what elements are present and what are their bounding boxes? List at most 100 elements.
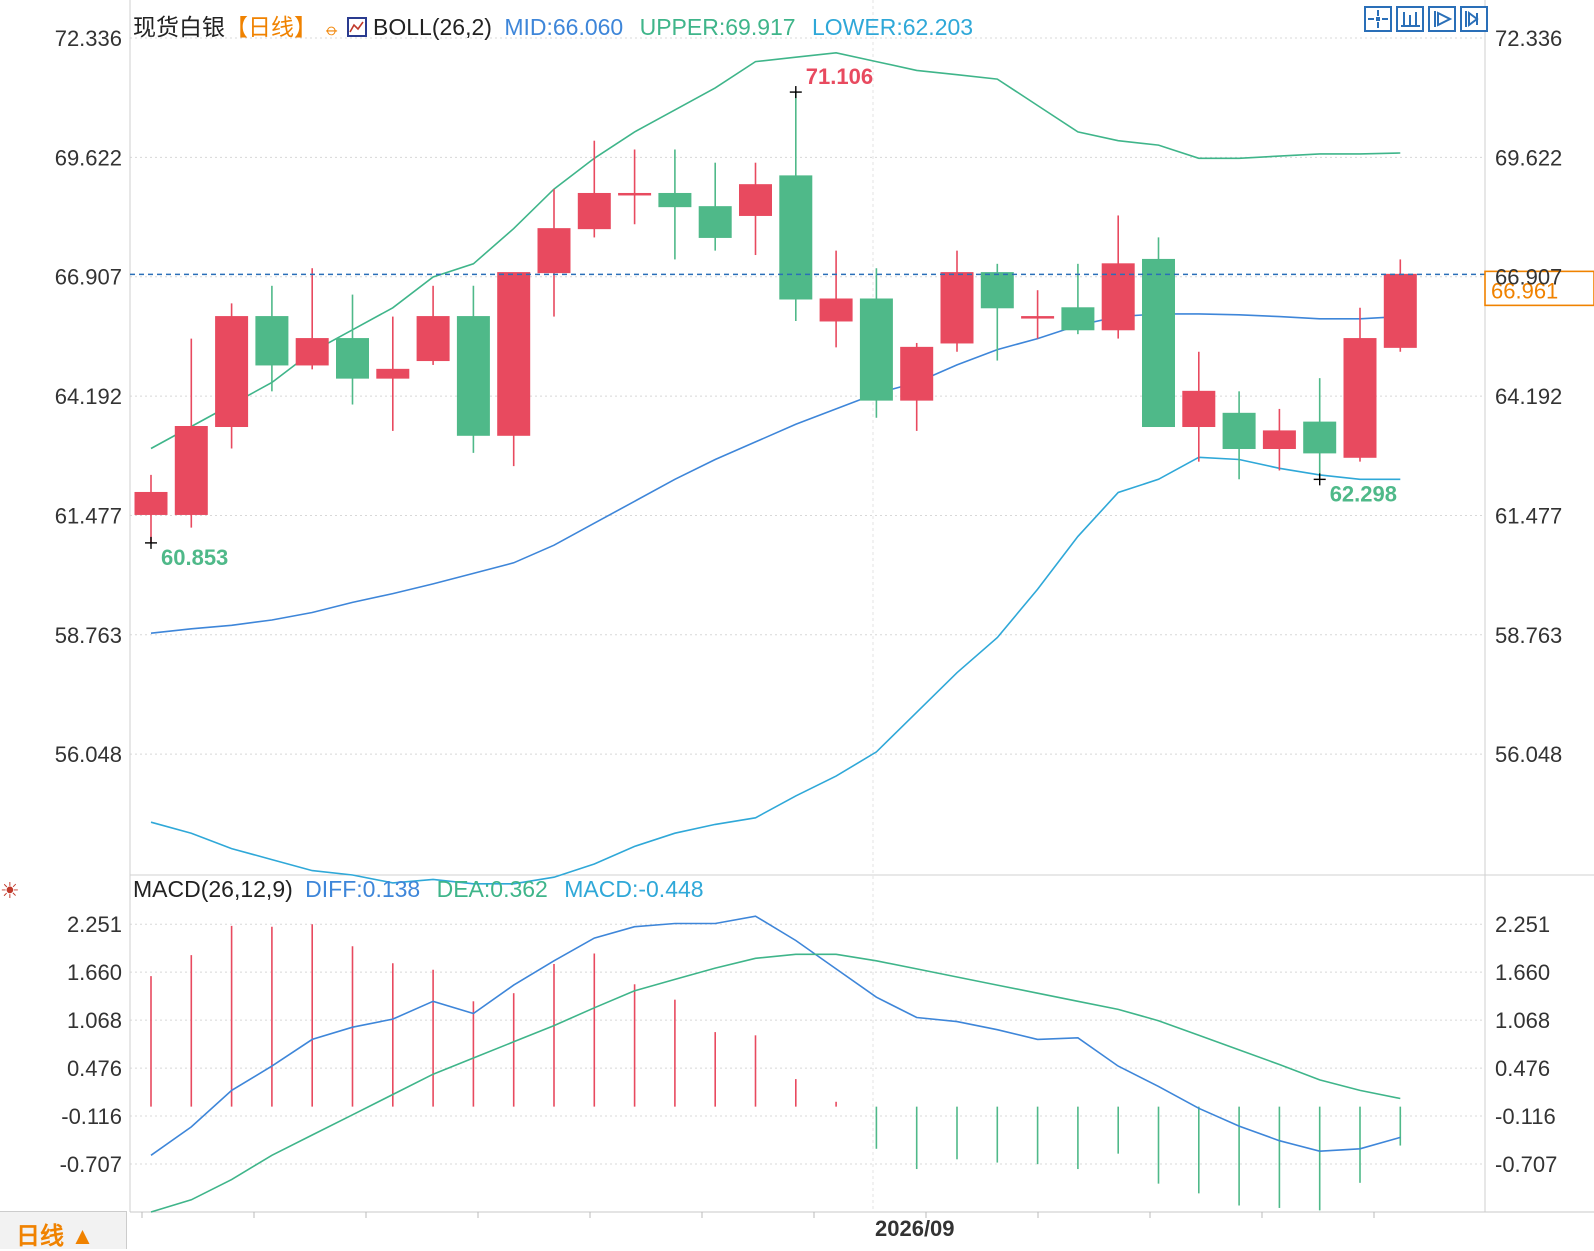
candle [819,250,853,348]
candle-body [255,316,289,366]
candle [537,189,571,317]
price-tick-left: 66.907 [55,265,122,290]
macd-tick-right: 1.068 [1495,1008,1550,1033]
candle [1101,215,1135,339]
boll-mid-value: MID:66.060 [504,14,624,40]
price-annotations: 66.961 71.106 60.853 62.298 [130,64,1594,570]
price-tick-left: 72.336 [55,26,122,51]
candle-body [537,228,571,274]
candle-body [1303,421,1337,454]
candle [1182,351,1216,462]
target-circle-icon[interactable]: ⦵ [323,18,341,40]
macd-dea-line [150,953,1401,1213]
boll-mid-line [150,313,1401,634]
bars-icon[interactable] [1396,6,1424,32]
play-icon[interactable] [1428,6,1456,32]
candle [295,268,329,370]
candle [1021,290,1055,339]
candle-body [1383,273,1417,348]
price-tick-left: 69.622 [55,145,122,170]
boll-indicator-label: BOLL(26,2) [373,14,492,40]
period-button-label: 日线 ▲ [16,1223,95,1250]
macd-header: MACD(26,12,9) DIFF:0.138 DEA:0.362 MACD:… [133,876,704,903]
candle [1343,307,1377,462]
candle-body [1222,412,1256,449]
price-tick-right: 56.048 [1495,742,1562,767]
boll-upper-value: UPPER:69.917 [639,14,796,40]
boll-bands [150,51,1401,885]
chart-frame [129,0,1594,1218]
candle-body [1262,430,1296,449]
candle-body [859,298,893,401]
current-price-label: 66.961 [1491,278,1558,303]
macd-tick-right: -0.116 [1495,1104,1556,1129]
price-tick-left: 58.763 [55,623,122,648]
current-price-box [1484,270,1594,307]
candle-body [739,184,772,216]
macd-tick-right: -0.707 [1495,1152,1557,1177]
candle [134,474,168,543]
candle [1222,391,1256,480]
gear-icon[interactable]: ☀ [0,878,20,903]
candle-body [336,338,369,379]
candle-body [1061,307,1095,331]
price-tick-right: 72.336 [1495,26,1562,51]
macd-tick-left: 1.660 [67,960,122,985]
macd-tick-left: -0.707 [60,1152,122,1177]
candle-body [174,426,208,515]
candle-body [1182,390,1216,428]
candle-body [295,338,329,366]
macd-tick-left: 1.068 [67,1008,122,1033]
boll-chart-icon[interactable] [346,17,367,37]
candle [577,140,611,238]
candle [174,338,208,528]
macd-tick-left: 0.476 [67,1056,122,1081]
candle [1262,408,1296,471]
candle-body [1101,263,1135,331]
grid-lines [130,0,1485,1212]
candle [336,294,369,405]
price-tick-left: 64.192 [55,384,122,409]
boll-lower-line [150,456,1401,885]
crosshair-icon[interactable] [1364,6,1392,32]
candles [134,92,1417,543]
candle [1383,259,1417,352]
fast-forward-icon[interactable] [1460,6,1488,32]
candle [618,149,652,225]
macd-value: MACD:-0.448 [564,876,704,902]
candle-body [618,192,652,196]
candle-body [134,491,168,515]
candle [497,272,531,467]
candle-body [497,272,531,436]
macd-diff-line [150,915,1401,1156]
period-tag[interactable]: 【日线】 [225,14,317,40]
high-price-label: 71.106 [806,64,873,89]
candle-body [376,368,410,379]
boll-lower-value: LOWER:62.203 [811,14,974,40]
candle [1142,237,1175,428]
period-button[interactable]: 日线 ▲ [0,1211,127,1250]
price-tick-left: 61.477 [55,503,122,528]
candle-body [900,346,934,401]
candle [739,162,772,256]
boll-upper-line [150,51,1401,450]
candle [779,92,813,321]
price-tick-right: 58.763 [1495,623,1562,648]
candle-body [819,298,853,322]
price-tick-left: 56.048 [55,742,122,767]
candle [376,316,410,431]
candle-body [416,316,450,362]
low-price-label: 62.298 [1330,481,1397,506]
macd-tick-right: 2.251 [1495,912,1550,937]
y-axis-labels: 72.336 72.336 69.622 69.622 66.907 66.907 64.1… [55,26,1563,1177]
candle-body [658,192,692,208]
macd-diff-value: DIFF:0.138 [305,876,421,902]
candle-body [940,272,974,344]
macd-tick-left: -0.116 [61,1104,122,1129]
price-tick-right: 64.192 [1495,384,1562,409]
macd-tick-left: 2.251 [67,912,122,937]
candle [1061,263,1095,335]
candle [416,285,450,365]
candle-body [577,192,611,230]
